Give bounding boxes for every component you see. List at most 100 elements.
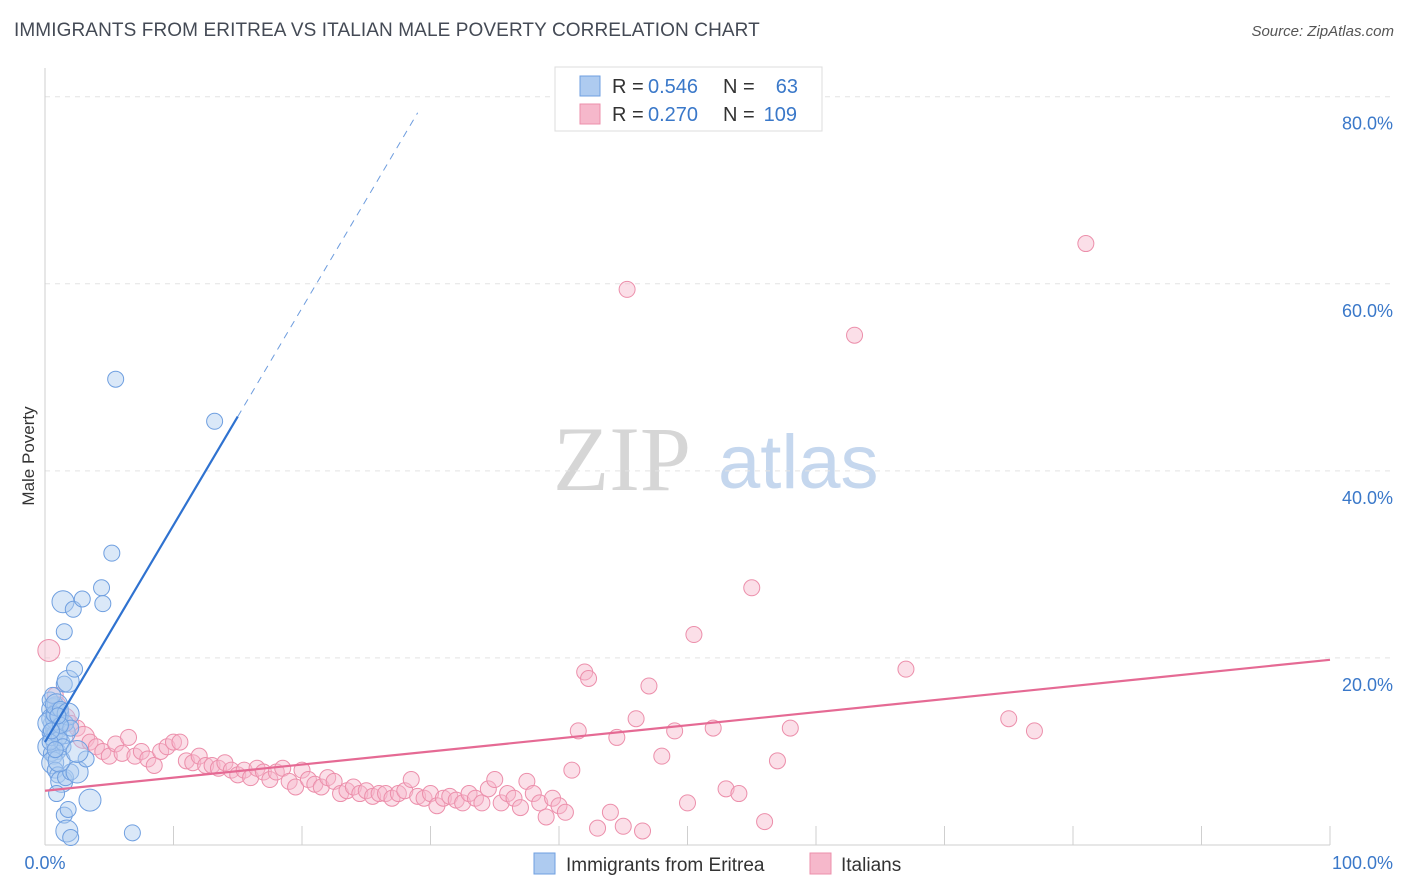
- legend-n-label-2: N =: [723, 104, 755, 126]
- y-tick-labels: 20.0% 40.0% 60.0% 80.0%: [1342, 114, 1393, 695]
- correlation-legend: R = 0.546 N = 63 R = 0.270 N = 109: [554, 66, 823, 132]
- series-legend-label-eritrea: Immigrants from Eritrea: [566, 855, 765, 876]
- italians-point: [1000, 710, 1018, 728]
- italians-point: [781, 719, 799, 737]
- italians-point: [287, 778, 305, 796]
- y-tick-label: 60.0%: [1342, 301, 1393, 321]
- series-legend-label-italians: Italians: [841, 855, 901, 876]
- eritrea-point: [65, 739, 89, 763]
- y-axis-title: Male Poverty: [19, 406, 38, 506]
- source-label: Source: ZipAtlas.com: [1251, 23, 1394, 40]
- eritrea-point: [66, 660, 84, 678]
- italians-point: [556, 803, 574, 821]
- italians-point: [563, 761, 581, 779]
- legend-r-label-1: R =: [612, 76, 644, 98]
- italians-point: [640, 677, 658, 695]
- eritrea-point: [93, 579, 111, 597]
- legend-n-value-1: 63: [776, 76, 798, 98]
- eritrea-point: [62, 829, 80, 847]
- italians-point: [37, 638, 61, 662]
- watermark-zip: ZIP: [553, 408, 691, 510]
- eritrea-point: [103, 544, 121, 562]
- italians-trendline: [44, 658, 1331, 792]
- x-tick-label-max: 100.0%: [1332, 853, 1393, 873]
- italians-point: [531, 794, 549, 812]
- eritrea-point: [44, 686, 62, 704]
- italians-point: [280, 772, 298, 790]
- italians-point: [190, 747, 208, 765]
- italians-point: [679, 794, 696, 812]
- italians-point: [580, 670, 598, 688]
- italians-point: [479, 780, 497, 798]
- series-legend-swatch-eritrea: [533, 852, 556, 875]
- legend-r-value-2: 0.270: [648, 104, 698, 126]
- legend-swatch-pink: [579, 103, 601, 125]
- italians-point: [293, 761, 311, 779]
- italians-point: [634, 822, 652, 840]
- italians-points: [37, 235, 1095, 840]
- eritrea-trendline: [44, 416, 239, 743]
- italians-point: [717, 780, 735, 798]
- italians-point: [1077, 235, 1095, 253]
- italians-point: [344, 778, 362, 796]
- italians-point: [454, 794, 472, 812]
- chart-title: IMMIGRANTS FROM ERITREA VS ITALIAN MALE …: [14, 20, 760, 41]
- italians-point: [768, 752, 786, 770]
- italians-point: [897, 660, 915, 678]
- y-tick-label: 40.0%: [1342, 488, 1393, 508]
- italians-point: [120, 728, 138, 746]
- italians-point: [511, 799, 529, 817]
- legend-n-value-2: 109: [764, 104, 797, 126]
- eritrea-point: [73, 590, 91, 608]
- eritrea-point: [123, 824, 141, 842]
- eritrea-point: [46, 741, 64, 759]
- legend-r-value-1: 0.546: [648, 76, 698, 98]
- italians-point: [486, 771, 504, 789]
- italians-point: [473, 794, 491, 812]
- italians-point: [177, 752, 195, 770]
- italians-point: [184, 754, 202, 772]
- x-tick-label-min: 0.0%: [24, 853, 65, 873]
- italians-point: [627, 710, 645, 728]
- italians-point: [569, 722, 587, 740]
- italians-point: [589, 819, 607, 837]
- eritrea-point: [59, 800, 77, 818]
- series-legend-swatch-italians: [809, 852, 832, 875]
- eritrea-point: [206, 412, 224, 430]
- eritrea-point: [78, 788, 102, 812]
- eritrea-point: [47, 749, 71, 773]
- italians-point: [730, 785, 748, 803]
- gridlines: [45, 96, 1393, 659]
- italians-point: [171, 733, 189, 751]
- italians-point: [113, 744, 131, 762]
- eritrea-point: [77, 750, 95, 768]
- eritrea-point: [56, 669, 80, 693]
- italians-point: [846, 326, 864, 344]
- italians-point: [402, 771, 420, 789]
- italians-point: [653, 747, 671, 765]
- x-axis-ticks: [173, 826, 1331, 845]
- eritrea-points: [37, 370, 224, 847]
- italians-point: [505, 789, 523, 807]
- italians-point: [357, 782, 375, 800]
- italians-point: [492, 794, 510, 812]
- italians-point: [139, 750, 157, 768]
- italians-point: [145, 756, 163, 774]
- eritrea-point: [94, 595, 112, 613]
- legend-r-label-2: R =: [612, 104, 644, 126]
- italians-point: [756, 813, 774, 831]
- italians-point: [537, 808, 555, 826]
- italians-point: [618, 280, 636, 298]
- trendlines: [44, 112, 1331, 792]
- eritrea-point: [107, 370, 125, 388]
- legend-n-label-1: N =: [723, 76, 755, 98]
- eritrea-trendline-extension: [237, 112, 419, 417]
- legend-swatch-blue: [579, 75, 601, 97]
- italians-point: [550, 797, 568, 815]
- y-tick-label: 80.0%: [1342, 114, 1393, 134]
- italians-point: [370, 785, 388, 803]
- y-tick-label: 20.0%: [1342, 675, 1393, 695]
- italians-point: [312, 778, 330, 796]
- eritrea-point: [62, 719, 80, 737]
